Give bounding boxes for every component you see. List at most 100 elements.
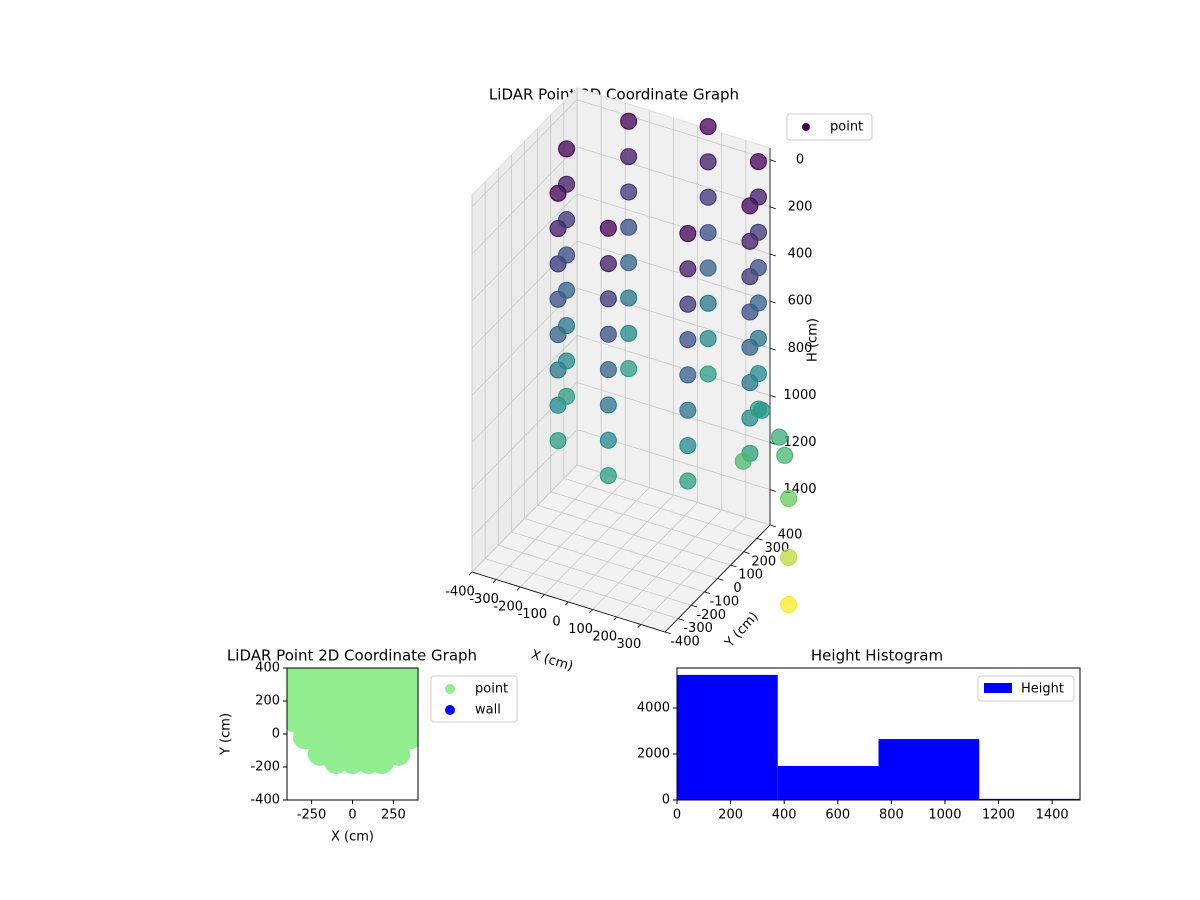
point: [558, 211, 576, 229]
x-tick-label: 0: [348, 808, 356, 823]
tick-mark: [540, 594, 545, 598]
point: [599, 431, 617, 449]
point: [699, 259, 717, 277]
grid-line: [550, 491, 744, 553]
point: [679, 225, 697, 243]
tick-mark: [769, 253, 776, 257]
grid-line: [576, 240, 771, 302]
z-tick-label: 800: [788, 341, 813, 356]
grid-line: [576, 335, 771, 396]
tick-mark: [730, 564, 737, 568]
x-tick-label: 300: [616, 637, 641, 652]
tick-mark: [769, 524, 776, 528]
tick-mark: [769, 395, 776, 398]
z-tick-label: 400: [788, 247, 813, 262]
y-tick-label: 200: [751, 554, 776, 569]
z-tick-label: 1200: [783, 435, 816, 450]
grid-line: [471, 146, 578, 255]
legend-marker: [445, 705, 455, 715]
point: [620, 289, 638, 307]
x-tick-label: 800: [879, 808, 904, 823]
y-tick-label: -400: [670, 635, 700, 650]
point: [780, 490, 798, 507]
point: [620, 218, 638, 236]
point: [620, 183, 638, 201]
point: [770, 428, 788, 446]
point: [679, 295, 697, 313]
point: [599, 290, 617, 308]
x-axis-label: X (cm): [529, 648, 575, 675]
tick-mark: [743, 551, 750, 554]
tick-mark: [613, 616, 618, 621]
point: [620, 148, 638, 166]
y-tick-label: 2000: [637, 747, 670, 762]
y-tick-label: 100: [738, 568, 763, 583]
y-tick-label: 400: [778, 528, 803, 543]
y-tick-label: 4000: [637, 701, 670, 716]
x-tick-label: 200: [592, 630, 617, 645]
y-tick-label: -300: [683, 621, 713, 636]
grid-line: [511, 531, 705, 593]
point: [558, 352, 576, 370]
grid-line: [471, 193, 578, 302]
y-tick-label: 200: [255, 694, 280, 709]
y-axis-label: Y (cm): [722, 609, 762, 651]
x-tick-label: 100: [568, 622, 593, 637]
axes-frame: [676, 667, 1081, 801]
point: [679, 472, 697, 490]
legend-marker: [984, 683, 1012, 693]
point: [620, 324, 638, 342]
point: [558, 140, 576, 158]
point: [599, 396, 617, 414]
point: [679, 260, 697, 278]
x-tick-label: 400: [772, 808, 797, 823]
point: [699, 188, 717, 206]
x-tick-label: -200: [493, 600, 523, 615]
grid-line: [537, 504, 731, 566]
z-tick-label: 1000: [783, 388, 816, 403]
tick-mark: [664, 631, 671, 635]
point: [749, 223, 767, 241]
point: [749, 153, 767, 171]
grid-line: [471, 99, 578, 208]
z-tick-label: 0: [796, 152, 804, 167]
x-tick-label: 600: [825, 808, 850, 823]
point: [620, 360, 638, 378]
point: [699, 153, 717, 171]
tick-mark: [468, 571, 473, 576]
grid-line: [524, 518, 718, 579]
y-tick-label: -100: [710, 594, 740, 609]
x-tick-label: -250: [297, 808, 327, 823]
point: [558, 387, 576, 405]
point: [749, 365, 767, 383]
point: [549, 432, 567, 450]
tick-mark: [678, 618, 685, 621]
point: [749, 188, 767, 206]
point: [558, 246, 576, 264]
tick-mark: [717, 578, 724, 581]
x-tick-label: 1400: [1036, 808, 1069, 823]
x-tick-label: -300: [469, 592, 499, 607]
z-tick-label: 600: [788, 294, 813, 309]
grid-line: [485, 558, 679, 620]
legend: point wall: [430, 675, 518, 723]
legend: point: [786, 113, 873, 141]
legend-frame: [786, 113, 873, 141]
x-tick-label: 1000: [928, 808, 961, 823]
point: [558, 175, 576, 193]
point: [599, 255, 617, 273]
point: [699, 118, 717, 136]
z-tick-label: 200: [788, 199, 813, 214]
tick-mark: [704, 591, 711, 595]
y-axis-label: Y (cm): [219, 713, 234, 756]
legend-label: Height: [1021, 682, 1064, 697]
y-tick-label: 0: [662, 793, 670, 808]
point: [699, 224, 717, 242]
point: [679, 437, 697, 455]
legend-label: wall: [475, 703, 501, 718]
tick-mark: [769, 347, 776, 351]
point: [699, 330, 717, 348]
x-tick-label: 1200: [982, 808, 1015, 823]
y-tick-label: 0: [272, 727, 280, 742]
